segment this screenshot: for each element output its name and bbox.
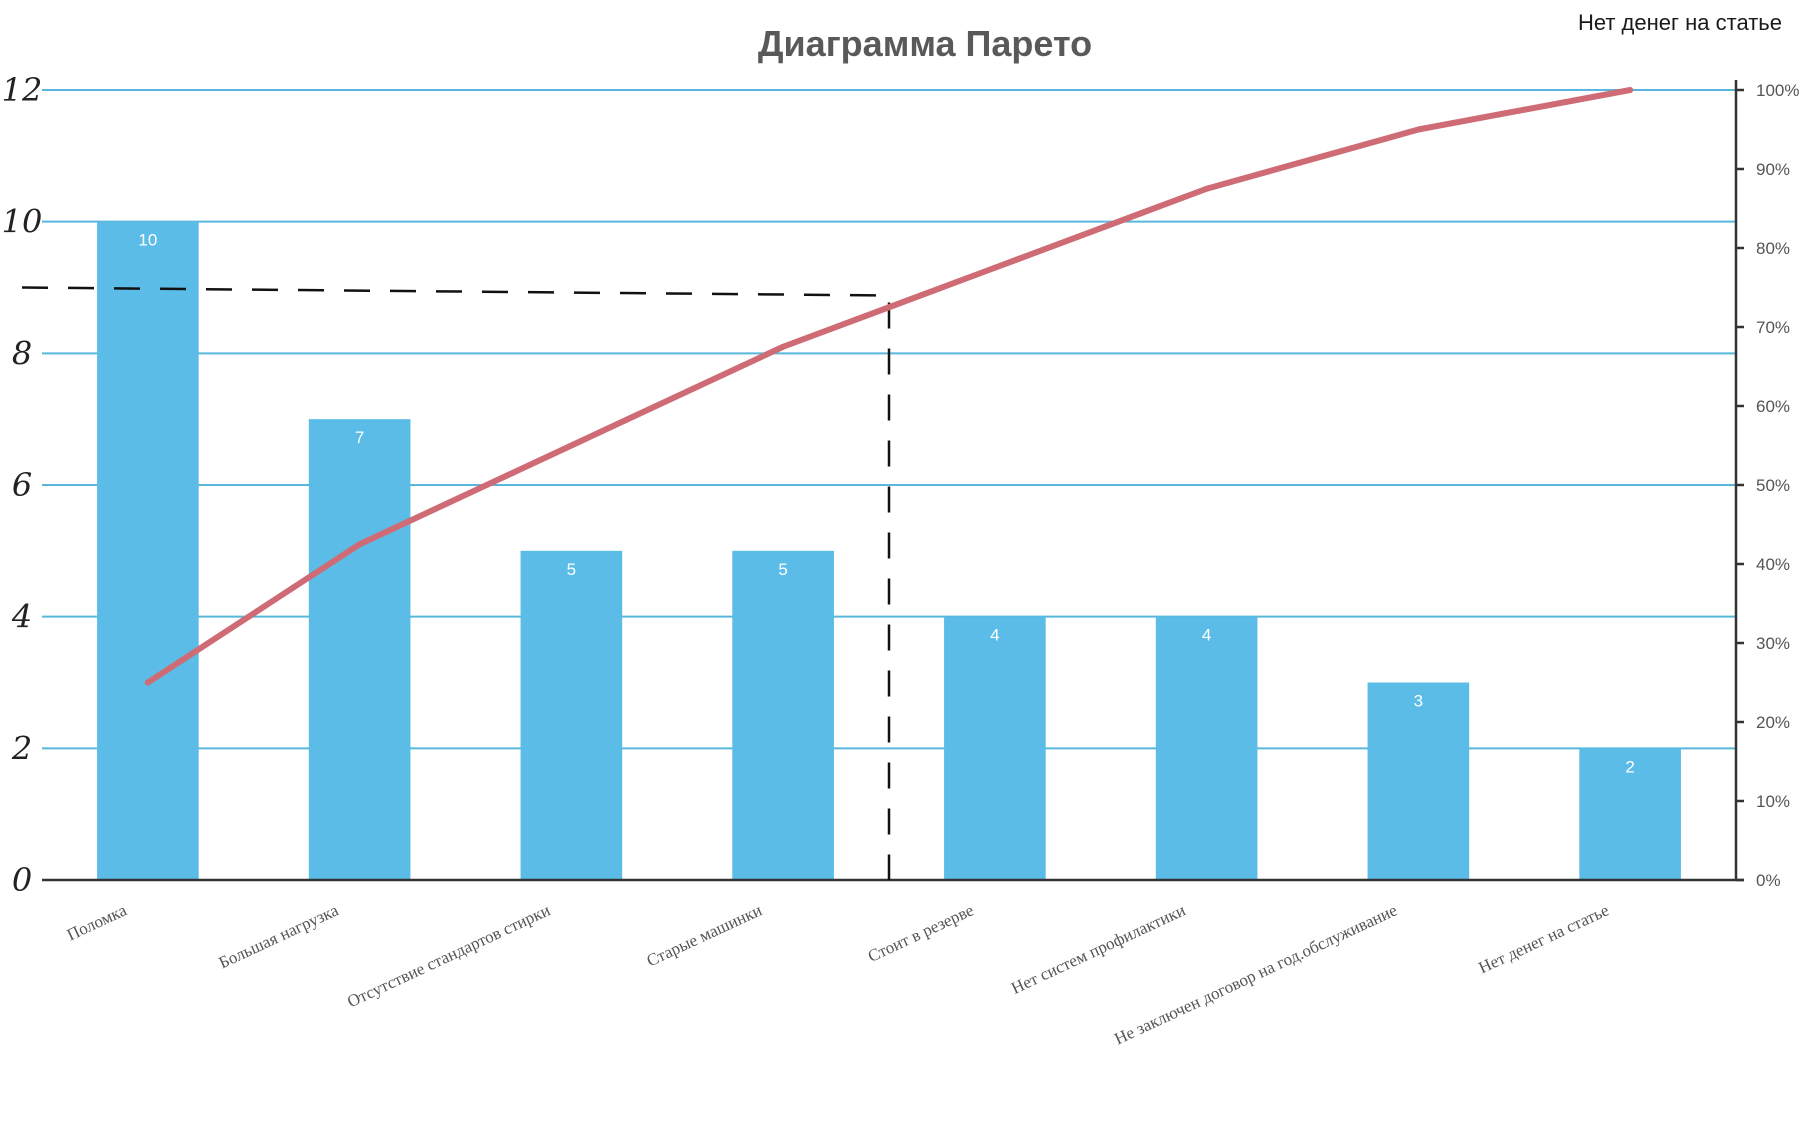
left-tick-label: 4: [11, 598, 32, 636]
left-tick-label: 12: [2, 71, 43, 109]
cumulative-line: [144, 87, 1634, 686]
cumulative-point: [144, 679, 151, 686]
bar: [944, 616, 1046, 880]
right-tick-label: 70%: [1756, 318, 1790, 337]
cumulative-point: [1203, 185, 1210, 192]
bar-data-label: 2: [1625, 757, 1634, 776]
bars: [97, 221, 1681, 880]
bar: [1367, 682, 1470, 880]
corner-note: Нет денег на статье: [1578, 10, 1782, 35]
cumulative-point: [568, 442, 575, 449]
bar-data-label: 5: [778, 560, 787, 579]
bar-data-label: 3: [1414, 692, 1423, 711]
bar-data-label: 5: [567, 560, 576, 579]
bar: [520, 550, 623, 880]
left-tick-label: 6: [12, 466, 32, 504]
left-tick-label: 10: [2, 203, 43, 241]
cumulative-point: [1415, 126, 1422, 133]
cumulative-point: [356, 541, 363, 548]
right-tick-label: 30%: [1756, 634, 1790, 653]
right-tick-label: 100%: [1756, 81, 1799, 100]
right-tick-label: 0%: [1756, 871, 1781, 890]
left-tick-label: 8: [12, 334, 32, 372]
cumulative-point: [991, 264, 998, 271]
right-tick-label: 50%: [1756, 476, 1790, 495]
bar: [732, 550, 834, 880]
right-tick-label: 60%: [1756, 397, 1790, 416]
bar: [1155, 616, 1258, 880]
chart-title: Диаграмма Парето: [758, 23, 1092, 64]
axes: [42, 80, 1744, 882]
bar: [97, 221, 199, 880]
bar-data-label: 4: [990, 626, 999, 645]
threshold-guide: [21, 286, 891, 880]
bar: [308, 419, 411, 880]
cumulative-point: [1627, 87, 1634, 93]
right-tick-label: 40%: [1756, 555, 1790, 574]
bar: [1579, 748, 1681, 880]
left-tick-label: 0: [12, 861, 32, 899]
bar-data-label: 4: [1202, 626, 1211, 645]
cumulative-percent-line: [144, 87, 1634, 686]
bar-data-label: 10: [138, 231, 157, 250]
right-tick-label: 90%: [1756, 160, 1790, 179]
bar-data-label: 7: [355, 428, 364, 447]
right-tick-label: 10%: [1756, 792, 1790, 811]
threshold-guide-line: [21, 286, 891, 880]
right-tick-label: 20%: [1756, 713, 1790, 732]
left-tick-label: 2: [11, 729, 32, 767]
cumulative-point: [780, 343, 787, 350]
right-tick-label: 80%: [1756, 239, 1790, 258]
